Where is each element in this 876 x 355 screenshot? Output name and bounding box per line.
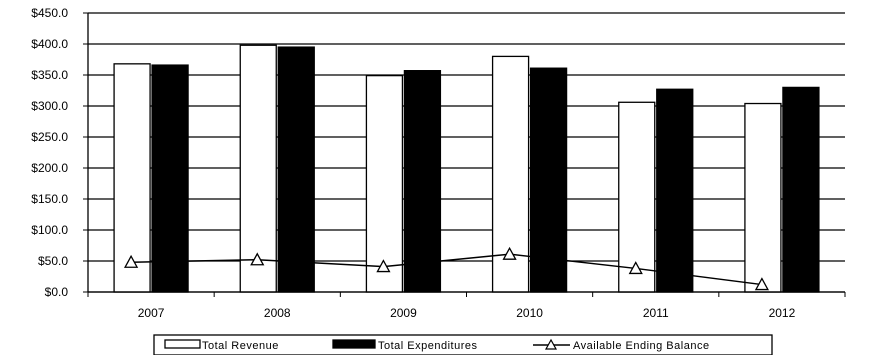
legend-label-balance: Available Ending Balance [573, 340, 710, 352]
y-tick-label: $350.0 [31, 68, 68, 82]
balance-point [502, 246, 517, 260]
bars [113, 44, 820, 293]
revenue-bar [618, 101, 656, 293]
y-tick-label: $250.0 [31, 130, 68, 144]
y-tick-label: $0.0 [45, 285, 69, 299]
revenue-bar [239, 44, 277, 293]
balance-line-path [131, 253, 763, 286]
legend-marker-balance [544, 338, 558, 350]
x-tick-label: 2007 [138, 306, 165, 320]
revenue-bar [113, 63, 151, 293]
x-tick-label: 2011 [643, 306, 669, 320]
expenditure-bar [277, 46, 315, 293]
expenditure-bar [782, 86, 820, 293]
legend-swatch-revenue [164, 339, 201, 349]
revenue-bar [744, 102, 782, 293]
y-tick-label: $150.0 [31, 192, 68, 206]
y-tick-label: $300.0 [31, 99, 68, 113]
y-tick-label: $450.0 [31, 6, 68, 20]
x-tick-label: 2010 [516, 306, 543, 320]
gridlines [88, 12, 845, 293]
legend-swatch-expenditures [332, 339, 376, 349]
x-axis: 2007 2008 2009 2010 2011 2012 [87, 291, 846, 320]
y-tick-label: $50.0 [38, 254, 68, 268]
balance-point [628, 261, 643, 275]
y-tick-label: $400.0 [31, 37, 68, 51]
legend-box [153, 334, 773, 355]
expenditure-bar [656, 88, 694, 293]
legend-label-revenue: Total Revenue [202, 340, 279, 352]
balance-point [250, 252, 265, 266]
x-tick-label: 2008 [264, 306, 291, 320]
balance-point [376, 259, 391, 273]
balance-point [754, 277, 770, 291]
x-tick-label: 2009 [390, 306, 417, 320]
expenditure-bar [403, 70, 442, 293]
revenue-bar [365, 74, 404, 293]
y-tick-label: $100.0 [31, 223, 68, 237]
y-tick-label: $200.0 [31, 161, 68, 175]
y-axis: $0.0 $50.0 $100.0 $150.0 $200.0 $250.0 $300.0 $… [31, 6, 89, 299]
expenditure-bar [151, 64, 189, 293]
balance-line [123, 246, 770, 291]
balance-point [123, 254, 139, 268]
x-tick-label: 2012 [769, 306, 796, 320]
legend-label-expenditures: Total Expenditures [378, 340, 478, 352]
legend: Total Revenue Total Expenditures Available… [153, 334, 773, 355]
